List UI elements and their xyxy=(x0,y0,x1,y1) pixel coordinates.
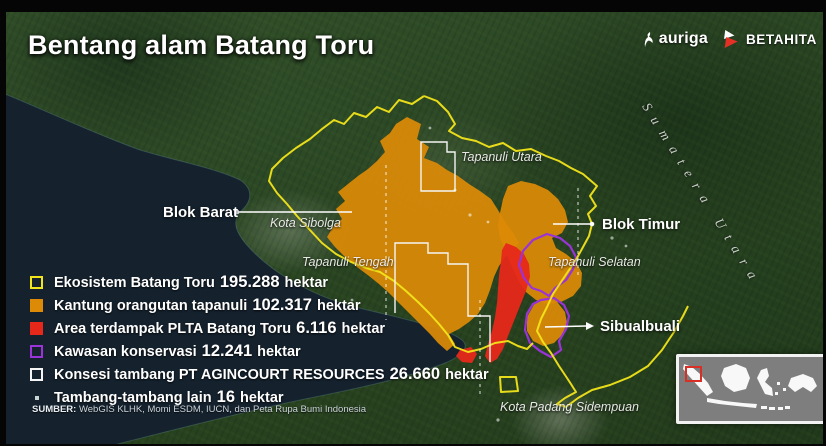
legend-item-orangutan: Kantung orangutan tapanuli 102.317 hekta… xyxy=(30,296,489,314)
label-blok-barat: Blok Barat xyxy=(163,204,239,221)
legend-item-other-mines: Tambang-tambang lain 16 hektar xyxy=(30,388,489,406)
betahita-wordmark: BETAHITA xyxy=(745,31,817,47)
legend-value: 26.660 xyxy=(389,365,441,383)
label-kota-sibolga: Kota Sibolga xyxy=(270,216,341,230)
auriga-logo: auriga xyxy=(641,30,708,48)
label-sibualbuali: Sibualbuali xyxy=(600,318,681,335)
legend-item-plta: Area terdampak PLTA Batang Toru 6.116 he… xyxy=(30,319,489,337)
legend-item-ecosystem: Ekosistem Batang Toru 195.288 hektar xyxy=(30,273,489,291)
orangutan-area-west xyxy=(327,117,519,351)
ecosystem-swatch xyxy=(30,276,43,289)
page-title: Bentang alam Batang Toru xyxy=(28,30,375,60)
plta-impact-area xyxy=(485,243,530,363)
legend-unit: hektar xyxy=(240,389,284,406)
legend-item-conservation: Kawasan konservasi 12.241 hektar xyxy=(30,342,489,360)
village-specks xyxy=(350,126,628,422)
other-mines-swatch xyxy=(30,391,43,404)
legend-label: Kawasan konservasi xyxy=(54,343,197,360)
betahita-chevron-icon xyxy=(723,30,738,48)
auriga-figure-icon xyxy=(644,31,653,47)
source-text: WebGIS KLHK, Momi ESDM, IUCN, dan Peta R… xyxy=(76,404,367,415)
legend-label: Ekosistem Batang Toru xyxy=(54,274,215,291)
legend-value: 16 xyxy=(216,388,235,406)
indonesia-silhouette xyxy=(683,364,817,410)
sibualbuali-leader xyxy=(544,322,594,330)
legend-value: 6.116 xyxy=(296,319,337,337)
legend-unit: hektar xyxy=(445,366,489,383)
inset-map xyxy=(676,354,826,424)
inset-marker xyxy=(685,366,702,382)
label-tapanuli-selatan: Tapanuli Selatan xyxy=(548,255,641,269)
mining-concession-agincourt xyxy=(394,242,491,362)
orangutan-swatch xyxy=(30,299,43,312)
frame-bar xyxy=(0,444,826,446)
orangutan-area-sibualbuali xyxy=(527,299,567,346)
brand-logos: auriga BETAHITA xyxy=(641,29,817,49)
auriga-wordmark: auriga xyxy=(658,30,708,47)
conservation-outline-north xyxy=(517,232,578,298)
legend-label: Konsesi tambang PT AGINCOURT RESOURCES xyxy=(54,366,385,383)
ecosystem-boundary-west xyxy=(268,95,534,353)
label-tapanuli-utara: Tapanuli Utara xyxy=(461,150,542,164)
concession-swatch xyxy=(30,368,43,381)
legend-value: 102.317 xyxy=(252,296,312,314)
map-legend: Ekosistem Batang Toru 195.288 hektar Kan… xyxy=(30,273,489,412)
blok-timur-leader xyxy=(553,221,595,227)
legend-label: Area terdampak PLTA Batang Toru xyxy=(54,320,292,337)
plta-swatch xyxy=(30,322,43,335)
frame-bar xyxy=(823,0,826,446)
mining-concession-north xyxy=(420,141,456,192)
source-label: SUMBER: xyxy=(32,404,77,415)
betahita-logo: BETAHITA xyxy=(720,29,817,49)
blok-barat-leader xyxy=(234,209,352,215)
conservation-swatch xyxy=(30,345,43,358)
legend-label: Tambang-tambang lain xyxy=(54,389,212,406)
legend-label: Kantung orangutan tapanuli xyxy=(54,297,248,314)
label-kota-padang-sidempuan: Kota Padang Sidempuan xyxy=(500,400,639,414)
conservation-outline-sibualbuali xyxy=(523,296,571,359)
legend-unit: hektar xyxy=(284,274,329,291)
legend-value: 12.241 xyxy=(201,342,253,360)
frame-bar xyxy=(0,0,826,12)
frame-bar xyxy=(0,0,6,446)
legend-unit: hektar xyxy=(257,343,301,360)
legend-unit: hektar xyxy=(316,297,361,314)
source-note: SUMBER: WebGIS KLHK, Momi ESDM, IUCN, da… xyxy=(32,404,366,415)
sea-area xyxy=(0,91,466,446)
label-tapanuli-tengah: Tapanuli Tengah xyxy=(302,255,394,269)
legend-unit: hektar xyxy=(341,320,386,337)
label-blok-timur: Blok Timur xyxy=(602,216,681,233)
legend-value: 195.288 xyxy=(219,273,280,291)
legend-item-concession: Konsesi tambang PT AGINCOURT RESOURCES 2… xyxy=(30,365,489,383)
ecosystem-fragment-box xyxy=(499,376,519,393)
ecosystem-boundary-east xyxy=(423,95,689,408)
